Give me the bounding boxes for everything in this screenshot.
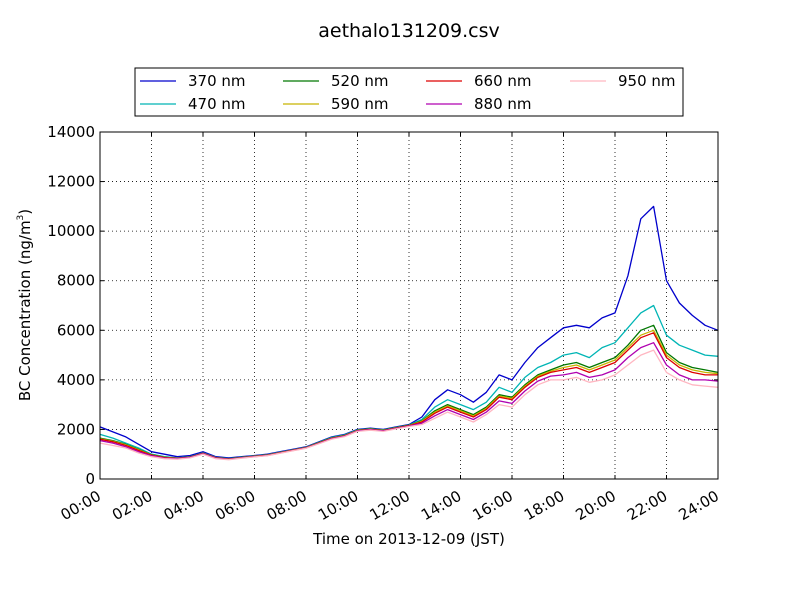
x-axis-label: Time on 2013-12-09 (JST) <box>312 530 505 548</box>
legend-label: 660 nm <box>474 72 532 90</box>
x-tick-label: 04:00 <box>161 487 207 524</box>
x-tick-label: 12:00 <box>367 487 413 524</box>
y-tick-label: 10000 <box>47 222 95 240</box>
legend-label: 470 nm <box>188 95 246 113</box>
y-axis-label: BC Concentration (ng/m3) <box>16 209 34 401</box>
x-tick-labels: 00:00 02:00 04:00 06:00 08:00 10:00 12:00 14:00… <box>58 487 722 524</box>
y-tick-label: 2000 <box>57 420 95 438</box>
series-line-590-nm <box>99 329 719 460</box>
legend-label: 370 nm <box>188 72 246 90</box>
gridlines <box>100 132 718 479</box>
x-tick-label: 20:00 <box>573 487 619 524</box>
legend-box <box>134 67 684 117</box>
y-axis-label-superscript: 3 <box>16 215 26 221</box>
legend-label: 950 nm <box>618 72 676 90</box>
series-line-950-nm <box>99 349 719 461</box>
series-lines <box>99 205 719 461</box>
legend-label: 880 nm <box>474 95 532 113</box>
y-tick-labels: 0 2000 4000 6000 8000 10000 12000 14000 <box>47 123 95 488</box>
x-tick-label: 24:00 <box>676 487 722 524</box>
legend: 370 nm 470 nm 520 nm 590 nm 660 nm 880 nm 950 … <box>134 67 684 117</box>
legend-label: 520 nm <box>331 72 389 90</box>
x-tick-label: 22:00 <box>624 487 670 524</box>
x-tick-label: 02:00 <box>109 487 155 524</box>
y-tick-label: 12000 <box>47 173 95 191</box>
x-tick-label: 06:00 <box>212 487 258 524</box>
x-tick-label: 10:00 <box>315 487 361 524</box>
y-tick-label: 14000 <box>47 123 95 141</box>
y-tick-label: 0 <box>85 470 95 488</box>
y-tick-label: 4000 <box>57 371 95 389</box>
axis-ticks <box>99 131 719 480</box>
y-axis-label-close: ) <box>16 209 34 215</box>
y-axis-label-main: BC Concentration (ng/m <box>16 220 34 401</box>
y-tick-label: 8000 <box>57 272 95 290</box>
x-tick-label: 16:00 <box>470 487 516 524</box>
chart-title: aethalo131209.csv <box>318 20 500 42</box>
x-tick-label: 18:00 <box>521 487 567 524</box>
legend-label: 590 nm <box>331 95 389 113</box>
y-tick-label: 6000 <box>57 321 95 339</box>
x-tick-label: 08:00 <box>264 487 310 524</box>
x-tick-label: 14:00 <box>418 487 464 524</box>
x-tick-label: 00:00 <box>58 487 104 524</box>
